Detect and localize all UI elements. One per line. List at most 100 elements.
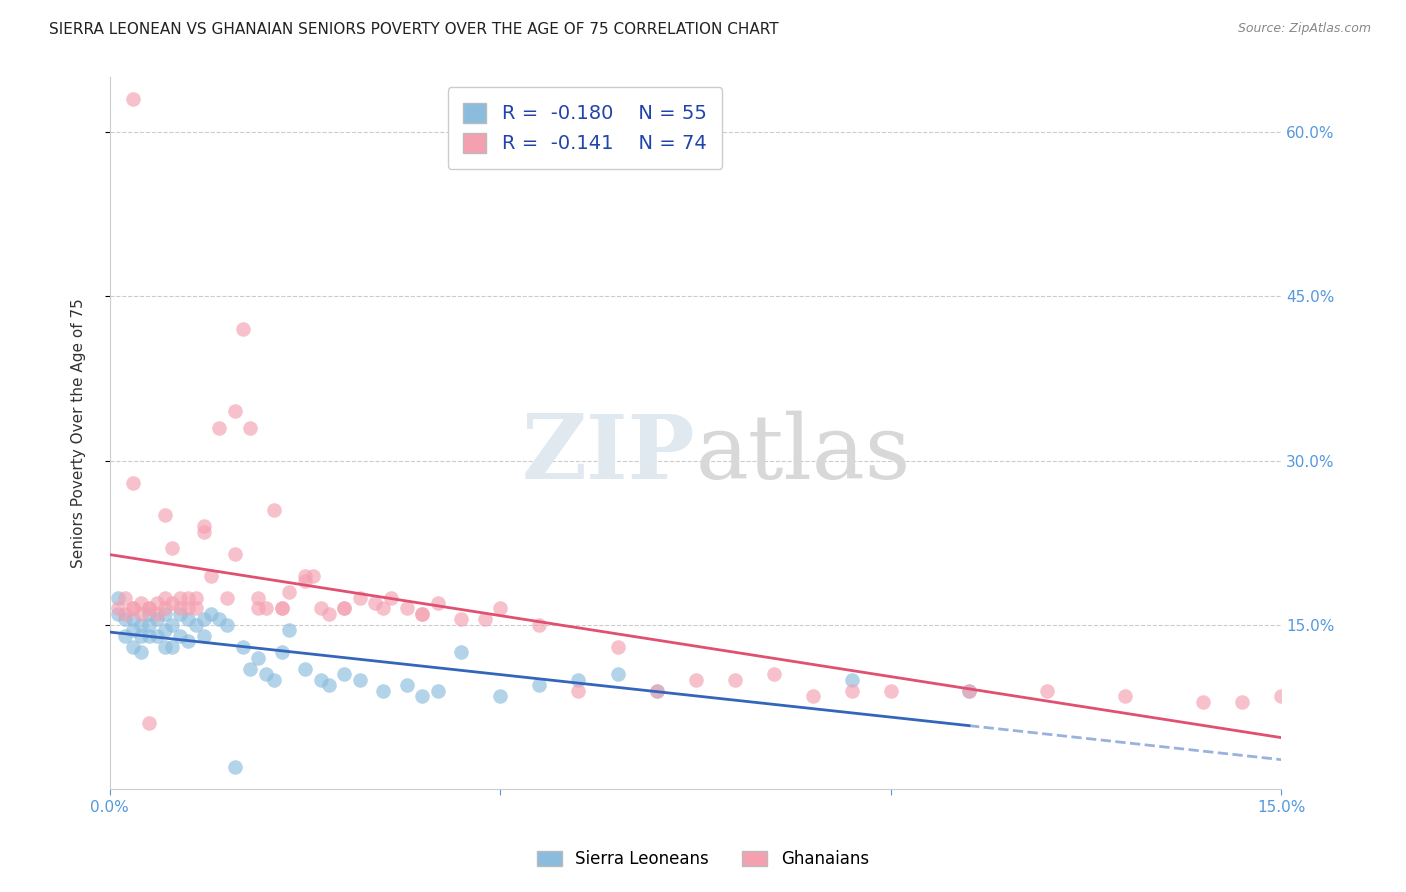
Point <box>138 607 160 621</box>
Point <box>450 645 472 659</box>
Point <box>122 92 145 106</box>
Point <box>122 601 145 615</box>
Point <box>411 607 433 621</box>
Point <box>395 601 418 615</box>
Point <box>177 591 200 605</box>
Point <box>107 591 129 605</box>
Point <box>138 601 160 615</box>
Point <box>1114 689 1136 703</box>
Point <box>309 601 332 615</box>
Point <box>169 601 191 615</box>
Point <box>957 683 980 698</box>
Point <box>208 421 231 435</box>
Point <box>232 322 254 336</box>
Point <box>450 612 472 626</box>
Point <box>841 683 863 698</box>
Point <box>489 601 512 615</box>
Point <box>1270 689 1292 703</box>
Point <box>801 689 824 703</box>
Point <box>107 607 129 621</box>
Point <box>162 640 184 654</box>
Point <box>567 673 589 687</box>
Point <box>333 601 356 615</box>
Point <box>122 601 145 615</box>
Point <box>200 607 222 621</box>
Point <box>114 591 136 605</box>
Point <box>145 596 167 610</box>
Point <box>177 601 200 615</box>
Point <box>333 667 356 681</box>
Point <box>224 404 246 418</box>
Y-axis label: Seniors Poverty Over the Age of 75: Seniors Poverty Over the Age of 75 <box>72 299 86 568</box>
Point <box>129 629 152 643</box>
Point <box>162 596 184 610</box>
Point <box>122 640 145 654</box>
Point <box>215 591 238 605</box>
Point <box>380 591 402 605</box>
Text: ZIP: ZIP <box>522 411 696 498</box>
Point <box>153 640 176 654</box>
Point <box>880 683 903 698</box>
Point <box>349 673 371 687</box>
Point <box>232 640 254 654</box>
Point <box>278 585 301 599</box>
Point <box>177 634 200 648</box>
Point <box>184 618 207 632</box>
Point <box>567 683 589 698</box>
Point <box>411 607 433 621</box>
Point <box>169 629 191 643</box>
Point <box>841 673 863 687</box>
Point <box>200 568 222 582</box>
Point <box>239 421 262 435</box>
Point <box>474 612 496 626</box>
Point <box>208 612 231 626</box>
Point <box>302 568 325 582</box>
Point <box>162 618 184 632</box>
Point <box>184 591 207 605</box>
Point <box>138 618 160 632</box>
Point <box>224 760 246 774</box>
Point <box>224 547 246 561</box>
Point <box>606 640 628 654</box>
Point <box>153 508 176 523</box>
Point <box>122 475 145 490</box>
Point <box>169 591 191 605</box>
Point <box>318 607 340 621</box>
Point <box>193 612 215 626</box>
Point <box>215 618 238 632</box>
Point <box>129 607 152 621</box>
Point <box>114 612 136 626</box>
Point <box>153 607 176 621</box>
Point <box>278 624 301 638</box>
Point <box>107 601 129 615</box>
Text: SIERRA LEONEAN VS GHANAIAN SENIORS POVERTY OVER THE AGE OF 75 CORRELATION CHART: SIERRA LEONEAN VS GHANAIAN SENIORS POVER… <box>49 22 779 37</box>
Point <box>685 673 707 687</box>
Text: Source: ZipAtlas.com: Source: ZipAtlas.com <box>1237 22 1371 36</box>
Point <box>138 629 160 643</box>
Point <box>395 678 418 692</box>
Point <box>270 601 292 615</box>
Point <box>957 683 980 698</box>
Point <box>411 689 433 703</box>
Point <box>724 673 747 687</box>
Point <box>247 601 270 615</box>
Point <box>318 678 340 692</box>
Point <box>145 612 167 626</box>
Legend: Sierra Leoneans, Ghanaians: Sierra Leoneans, Ghanaians <box>530 844 876 875</box>
Point <box>294 662 316 676</box>
Point <box>114 629 136 643</box>
Point <box>426 683 449 698</box>
Point <box>247 591 270 605</box>
Point <box>762 667 785 681</box>
Point <box>263 503 285 517</box>
Point <box>606 667 628 681</box>
Point <box>373 601 395 615</box>
Point <box>1192 694 1215 708</box>
Point <box>373 683 395 698</box>
Point <box>138 716 160 731</box>
Point <box>193 524 215 539</box>
Point <box>122 624 145 638</box>
Point <box>129 596 152 610</box>
Point <box>145 607 167 621</box>
Point <box>489 689 512 703</box>
